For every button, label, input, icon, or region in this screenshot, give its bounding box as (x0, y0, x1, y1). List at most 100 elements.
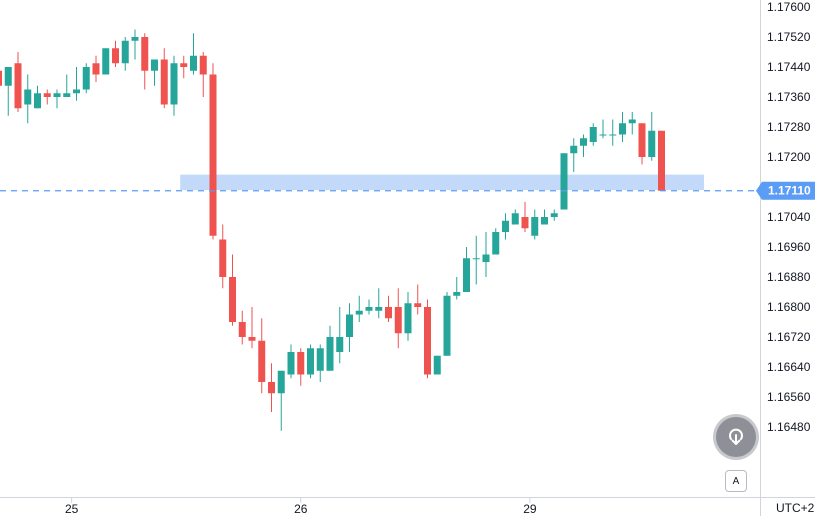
price-tick-label: 1.17200 (767, 150, 811, 164)
candle-bullish (433, 355, 441, 375)
candle-body (0, 70, 2, 86)
candle-bullish (170, 55, 178, 116)
candle-body (24, 89, 32, 105)
candle-body (73, 89, 80, 94)
candle-bearish (521, 202, 529, 232)
candle-bearish (258, 318, 266, 394)
candle-bullish (82, 63, 90, 94)
candle-body (433, 355, 441, 375)
candle-body (53, 93, 61, 97)
candle-bullish (102, 48, 110, 75)
candle-body (277, 370, 285, 394)
candle-body (229, 277, 236, 322)
auto-scale-button[interactable]: A (725, 470, 747, 492)
candle-bullish (511, 209, 519, 225)
candle-bearish (14, 52, 22, 112)
candle-body (336, 337, 344, 352)
candle-bullish (307, 344, 314, 379)
time-axis[interactable]: 25 26 29 (65, 498, 537, 516)
candle-body (404, 303, 412, 334)
candle-body (580, 138, 587, 146)
candle-body (131, 37, 139, 41)
candle-body (82, 67, 90, 90)
candle-body (492, 232, 500, 255)
candle-body (199, 55, 207, 75)
candle-bearish (160, 48, 168, 109)
candle-bearish (0, 70, 2, 86)
candle-body (531, 217, 539, 236)
candle-bearish (180, 55, 188, 79)
candle-bearish (248, 307, 256, 349)
price-tick-label: 1.17280 (767, 120, 811, 134)
candle-body (102, 48, 110, 75)
candle-bearish (658, 130, 665, 191)
candle-body (180, 63, 188, 67)
candle-bullish (287, 344, 295, 379)
candle-bullish (541, 209, 548, 225)
candle-body (14, 63, 22, 109)
candle-body (365, 307, 373, 311)
candle-bullish (404, 292, 412, 341)
candle-bullish (453, 277, 461, 300)
candle-bullish (619, 112, 626, 142)
candle-body (638, 123, 646, 157)
candle-body (385, 307, 392, 319)
candle-bullish (648, 112, 656, 161)
candle-body (209, 74, 217, 236)
candle-bearish (141, 33, 149, 90)
candle-bullish (375, 288, 383, 319)
candle-bearish (112, 40, 119, 67)
candle-body (619, 123, 626, 135)
timezone-label[interactable]: UTC+2 (776, 501, 815, 515)
candle-bullish (73, 67, 80, 101)
candle-body (502, 220, 509, 232)
price-tick-label: 1.16640 (767, 360, 811, 374)
highlight-zone[interactable] (180, 174, 704, 190)
candle-bullish (580, 134, 587, 157)
candle-bullish (609, 119, 617, 146)
reset-icon (729, 428, 743, 445)
candle-bullish (599, 119, 607, 139)
price-tick-label: 1.17040 (767, 210, 811, 224)
time-tick-label: 25 (65, 502, 79, 516)
chart-pane-background (0, 0, 760, 497)
candle-body (63, 93, 71, 97)
candle-body (472, 258, 480, 260)
candle-body (160, 59, 168, 105)
candle-bullish (131, 29, 139, 60)
candle-body (541, 217, 548, 225)
candle-body (219, 239, 227, 277)
candle-body (482, 254, 490, 262)
price-tick-label: 1.16880 (767, 270, 811, 284)
candle-bullish (24, 74, 32, 124)
candle-bullish (121, 37, 129, 71)
candle-body (248, 337, 256, 341)
price-axis[interactable]: 1.17600 1.17520 1.17440 1.17360 1.17280 1.172… (767, 0, 811, 434)
auto-scale-label: A (732, 475, 740, 487)
candle-bearish (638, 123, 646, 165)
candle-body (550, 213, 558, 217)
candle-body (589, 127, 597, 142)
candle-body (268, 382, 275, 394)
candle-body (190, 55, 197, 71)
price-tick-label: 1.16800 (767, 300, 811, 314)
candle-bullish (316, 344, 324, 382)
candle-bullish (53, 89, 61, 109)
candle-bullish (463, 247, 470, 292)
candle-bullish (560, 153, 568, 210)
candle-bearish (414, 284, 422, 315)
candle-bullish (550, 209, 558, 221)
candle-body (375, 307, 383, 311)
candle-body (121, 40, 129, 64)
reset-chart-button[interactable] (716, 417, 756, 457)
candle-body (258, 340, 266, 382)
candle-body (316, 348, 324, 371)
candle-body (307, 348, 314, 375)
candle-body (141, 37, 149, 71)
candle-bearish (43, 89, 51, 105)
candle-bearish (385, 295, 392, 322)
candle-body (92, 63, 100, 75)
candle-body (151, 59, 158, 71)
candle-bearish (219, 224, 227, 289)
